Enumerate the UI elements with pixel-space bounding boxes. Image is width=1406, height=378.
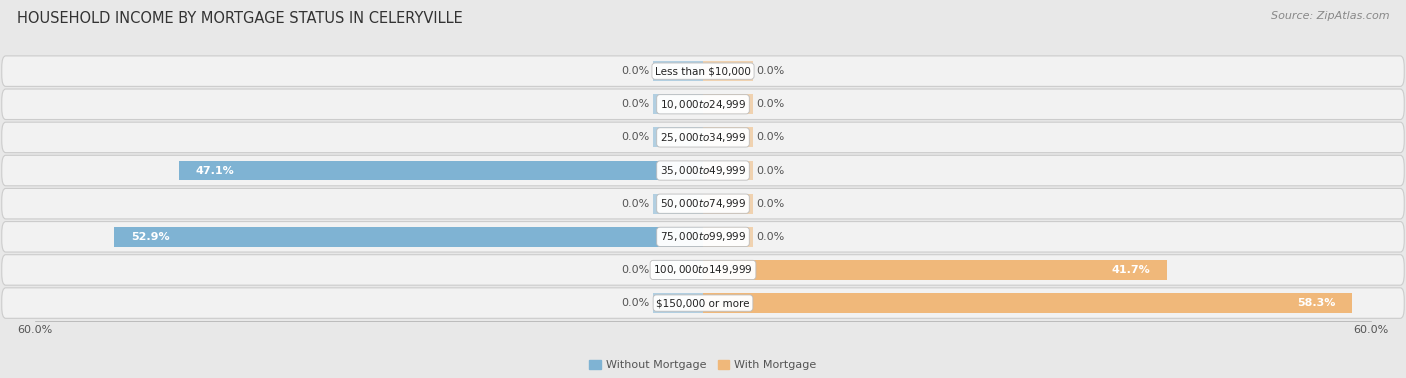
Text: 0.0%: 0.0% [621, 265, 650, 275]
Bar [703, 227, 754, 247]
FancyBboxPatch shape [1, 155, 1405, 186]
Text: 0.0%: 0.0% [621, 66, 650, 76]
Text: $10,000 to $24,999: $10,000 to $24,999 [659, 98, 747, 111]
Text: 52.9%: 52.9% [131, 232, 170, 242]
Bar [703, 293, 1353, 313]
Text: 0.0%: 0.0% [756, 199, 785, 209]
Text: 41.7%: 41.7% [1112, 265, 1150, 275]
Text: $35,000 to $49,999: $35,000 to $49,999 [659, 164, 747, 177]
Text: $75,000 to $99,999: $75,000 to $99,999 [659, 230, 747, 243]
Bar [652, 127, 703, 147]
Text: 0.0%: 0.0% [756, 66, 785, 76]
Bar [703, 94, 754, 114]
FancyBboxPatch shape [1, 89, 1405, 119]
FancyBboxPatch shape [1, 122, 1405, 153]
Text: 0.0%: 0.0% [756, 166, 785, 175]
FancyBboxPatch shape [1, 56, 1405, 87]
FancyBboxPatch shape [1, 255, 1405, 285]
FancyBboxPatch shape [1, 222, 1405, 252]
FancyBboxPatch shape [1, 189, 1405, 219]
Bar [703, 194, 754, 214]
Text: $150,000 or more: $150,000 or more [657, 298, 749, 308]
Text: 0.0%: 0.0% [756, 232, 785, 242]
Text: $100,000 to $149,999: $100,000 to $149,999 [654, 263, 752, 276]
Bar [114, 227, 703, 247]
Text: Source: ZipAtlas.com: Source: ZipAtlas.com [1271, 11, 1389, 21]
Text: 0.0%: 0.0% [621, 99, 650, 109]
Legend: Without Mortgage, With Mortgage: Without Mortgage, With Mortgage [585, 355, 821, 375]
Text: 0.0%: 0.0% [621, 298, 650, 308]
Bar [703, 61, 754, 81]
Bar [703, 161, 754, 180]
Text: $25,000 to $34,999: $25,000 to $34,999 [659, 131, 747, 144]
Text: HOUSEHOLD INCOME BY MORTGAGE STATUS IN CELERYVILLE: HOUSEHOLD INCOME BY MORTGAGE STATUS IN C… [17, 11, 463, 26]
Text: 0.0%: 0.0% [621, 132, 650, 143]
Text: 0.0%: 0.0% [756, 99, 785, 109]
Text: 58.3%: 58.3% [1296, 298, 1336, 308]
Text: 0.0%: 0.0% [756, 132, 785, 143]
Text: $50,000 to $74,999: $50,000 to $74,999 [659, 197, 747, 210]
Bar [179, 161, 703, 180]
Text: 47.1%: 47.1% [195, 166, 235, 175]
Bar [703, 127, 754, 147]
Bar [652, 260, 703, 280]
Text: 0.0%: 0.0% [621, 199, 650, 209]
Bar [652, 94, 703, 114]
Bar [703, 260, 1167, 280]
Text: Less than $10,000: Less than $10,000 [655, 66, 751, 76]
Bar [652, 293, 703, 313]
Bar [652, 194, 703, 214]
Bar [652, 61, 703, 81]
FancyBboxPatch shape [1, 288, 1405, 318]
